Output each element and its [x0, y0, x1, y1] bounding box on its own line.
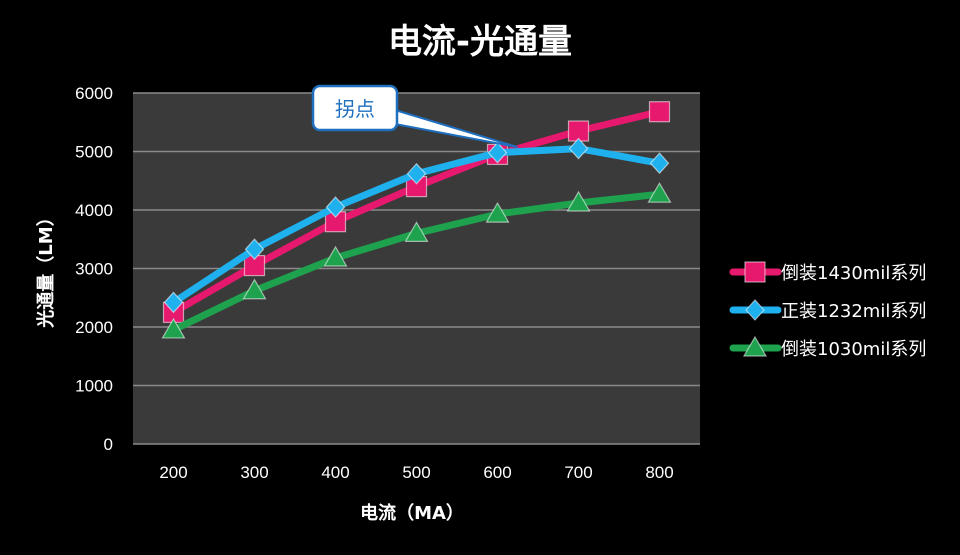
- legend-entry: 倒装1030mil系列: [729, 335, 926, 360]
- data-point: [485, 201, 510, 223]
- callout-box: [311, 84, 399, 132]
- y-tick-label: 4000: [75, 201, 113, 220]
- y-tick-label: 1000: [75, 377, 113, 396]
- series-2: [163, 137, 670, 314]
- series-3: [161, 182, 672, 339]
- x-tick-label: 200: [159, 463, 187, 482]
- data-point: [568, 137, 589, 160]
- legend-marker: [742, 335, 768, 357]
- x-tick-label: 600: [483, 463, 511, 482]
- legend-marker: [745, 299, 765, 321]
- y-axis-label: 光通量（LM）: [35, 208, 57, 328]
- y-tick-label: 0: [104, 435, 113, 454]
- data-point: [487, 141, 508, 164]
- data-point: [647, 182, 672, 203]
- chart-title: 电流-光通量: [388, 22, 572, 62]
- legend-label: 倒装1430mil系列: [781, 263, 926, 284]
- data-point: [244, 238, 265, 261]
- data-point: [404, 221, 429, 242]
- x-tick-label: 700: [564, 463, 592, 482]
- legend-label: 倒装1030mil系列: [781, 339, 926, 360]
- y-tick-labels: 0 1000 2000 3000 4000 5000 6000: [75, 84, 113, 454]
- data-point: [566, 190, 591, 212]
- callout: 拐点: [311, 84, 518, 149]
- x-tick-labels: 200 300 400 500 600 700 800: [159, 463, 673, 482]
- x-tick-label: 300: [240, 463, 268, 482]
- data-point: [648, 101, 671, 123]
- x-axis-label: 电流（MA）: [360, 502, 464, 524]
- y-tick-label: 6000: [75, 84, 113, 103]
- data-point: [161, 317, 186, 339]
- x-tick-label: 800: [645, 463, 673, 482]
- data-point: [163, 291, 184, 314]
- data-point: [242, 278, 267, 300]
- x-tick-label: 400: [321, 463, 349, 482]
- data-point: [325, 196, 346, 218]
- series-layer: [161, 101, 672, 339]
- legend-entry: 倒装1430mil系列: [729, 261, 926, 284]
- data-point: [323, 245, 348, 267]
- legend-label: 正装1232mil系列: [781, 301, 926, 322]
- data-point: [649, 152, 670, 175]
- legend-marker: [744, 261, 766, 283]
- x-tick-label: 500: [402, 463, 430, 482]
- callout-label: 拐点: [335, 97, 375, 121]
- legend-entry: 正装1232mil系列: [729, 299, 926, 322]
- data-point: [406, 162, 427, 185]
- y-tick-label: 5000: [75, 143, 113, 162]
- y-tick-label: 2000: [75, 318, 113, 337]
- y-tick-label: 3000: [75, 260, 113, 279]
